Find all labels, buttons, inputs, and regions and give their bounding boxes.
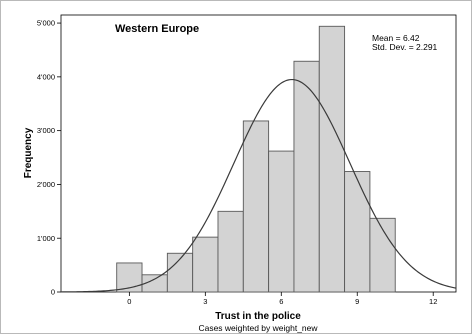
y-axis-title: Frequency xyxy=(23,127,34,178)
y-tick-label-2: 2'000 xyxy=(37,180,55,189)
y-tick-label-0: 0 xyxy=(51,288,55,297)
y-tick-label-1: 1'000 xyxy=(37,234,55,243)
histogram-bar-9 xyxy=(344,171,371,293)
histogram-bar-10 xyxy=(369,217,396,293)
histogram-bar-8 xyxy=(318,25,346,293)
normal-curve xyxy=(60,78,457,293)
x-axis-title: Trust in the police xyxy=(215,311,301,322)
chart-title: Western Europe xyxy=(115,23,199,35)
mean-label: Mean = 6.42 xyxy=(372,33,420,43)
y-axis-ticks: 0 1'000 2'000 3'000 4'000 5'000 xyxy=(37,19,61,297)
x-tick-label-2: 6 xyxy=(279,297,283,306)
histogram-bar-7 xyxy=(293,60,320,293)
histogram-bar-5 xyxy=(242,120,270,293)
y-tick-label-5: 5'000 xyxy=(37,19,55,28)
std-dev-label: Std. Dev. = 2.291 xyxy=(372,42,438,52)
x-tick-label-1: 3 xyxy=(203,297,207,306)
y-tick-label-3: 3'000 xyxy=(37,126,55,135)
weighting-note: Cases weighted by weight_new xyxy=(198,323,318,333)
x-tick-label-3: 9 xyxy=(355,297,359,306)
y-tick-label-4: 4'000 xyxy=(37,72,55,81)
histogram-bar-4 xyxy=(217,210,244,293)
histogram-bar-6 xyxy=(268,150,295,293)
x-axis-ticks: 0 3 6 9 12 xyxy=(127,292,437,306)
x-tick-label-0: 0 xyxy=(127,297,131,306)
x-tick-label-4: 12 xyxy=(429,297,437,306)
histogram-bars xyxy=(116,25,396,293)
histogram-bar-3 xyxy=(192,236,219,293)
